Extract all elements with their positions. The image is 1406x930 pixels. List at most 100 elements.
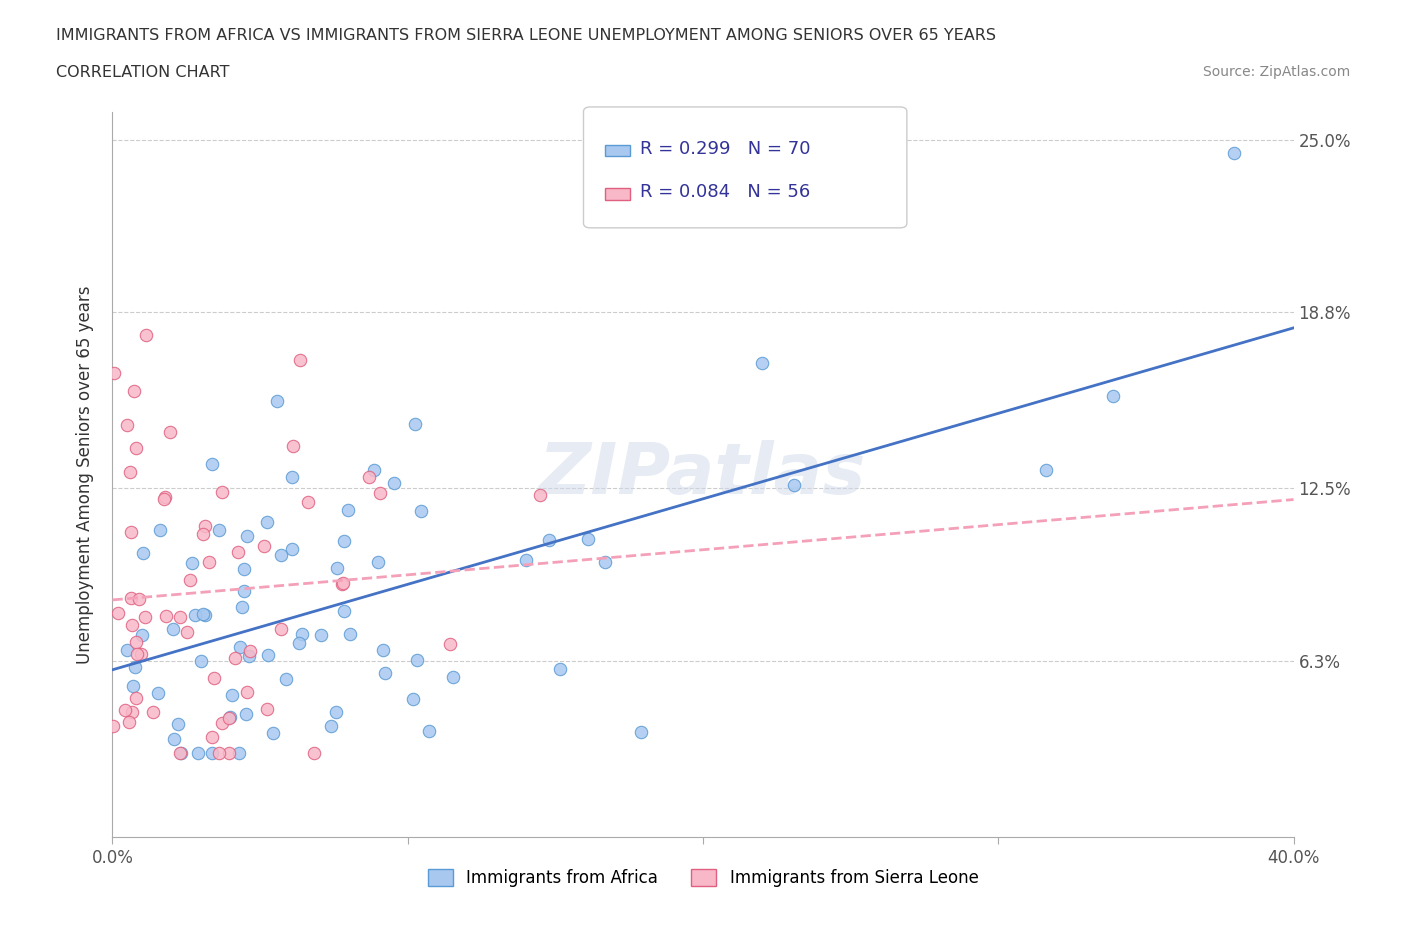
Point: [208, 746, 231, 761]
Point: [232, 562, 254, 577]
Point: [332, 604, 354, 618]
Point: [219, 710, 242, 724]
Point: [190, 654, 212, 669]
Point: [374, 665, 396, 680]
Point: [221, 687, 243, 702]
Point: [169, 609, 191, 624]
Point: [194, 518, 217, 533]
Point: [283, 439, 305, 454]
Point: [231, 599, 253, 614]
Point: [576, 531, 599, 546]
Point: [325, 561, 347, 576]
Point: [226, 544, 249, 559]
Point: [287, 636, 309, 651]
Point: [593, 554, 616, 569]
Point: [181, 555, 204, 570]
Point: [146, 685, 169, 700]
Point: [228, 746, 250, 761]
Point: [325, 704, 347, 719]
Point: [309, 628, 332, 643]
Point: [167, 717, 190, 732]
Point: [330, 577, 353, 591]
Point: [439, 636, 461, 651]
Point: [280, 541, 302, 556]
Point: [280, 470, 302, 485]
Point: [142, 705, 165, 720]
Text: ZIPatlas: ZIPatlas: [540, 440, 866, 509]
Point: [406, 653, 429, 668]
Point: [332, 575, 354, 590]
Point: [132, 545, 155, 560]
Point: [149, 523, 172, 538]
Point: [363, 462, 385, 477]
Point: [409, 503, 432, 518]
Point: [256, 701, 278, 716]
Point: [253, 538, 276, 553]
Point: [115, 643, 138, 658]
Point: [131, 628, 153, 643]
Point: [103, 719, 125, 734]
Point: [120, 591, 142, 606]
Point: [291, 627, 314, 642]
Point: [153, 491, 176, 506]
Point: [202, 671, 225, 685]
Point: [103, 365, 125, 380]
Point: [441, 670, 464, 684]
Point: [191, 606, 214, 621]
Point: [201, 457, 224, 472]
Point: [159, 425, 181, 440]
Point: [548, 662, 571, 677]
Text: R = 0.299   N = 70: R = 0.299 N = 70: [640, 140, 810, 157]
Point: [211, 485, 233, 499]
Point: [630, 724, 652, 739]
Point: [238, 644, 260, 658]
Point: [207, 523, 229, 538]
Point: [218, 711, 240, 725]
Point: [1102, 389, 1125, 404]
Point: [176, 624, 198, 639]
Point: [229, 639, 252, 654]
Point: [402, 692, 425, 707]
Point: [236, 684, 259, 699]
Legend: Immigrants from Africa, Immigrants from Sierra Leone: Immigrants from Africa, Immigrants from …: [420, 862, 986, 894]
Point: [236, 529, 259, 544]
Point: [129, 646, 152, 661]
Point: [333, 534, 356, 549]
Point: [232, 584, 254, 599]
Point: [122, 383, 145, 398]
Point: [121, 705, 143, 720]
Point: [169, 746, 191, 761]
Point: [125, 690, 148, 705]
Point: [339, 627, 361, 642]
Point: [256, 515, 278, 530]
Point: [201, 729, 224, 744]
Text: Source: ZipAtlas.com: Source: ZipAtlas.com: [1202, 65, 1350, 79]
Point: [382, 476, 405, 491]
Point: [194, 607, 217, 622]
Point: [179, 572, 201, 587]
Point: [368, 485, 391, 500]
Point: [187, 746, 209, 761]
Point: [117, 418, 139, 432]
Point: [135, 327, 157, 342]
Point: [257, 648, 280, 663]
Point: [114, 702, 136, 717]
Text: CORRELATION CHART: CORRELATION CHART: [56, 65, 229, 80]
Point: [124, 659, 146, 674]
Point: [224, 651, 246, 666]
Point: [125, 646, 148, 661]
Point: [162, 622, 184, 637]
Point: [107, 605, 129, 620]
Text: IMMIGRANTS FROM AFRICA VS IMMIGRANTS FROM SIERRA LEONE UNEMPLOYMENT AMONG SENIOR: IMMIGRANTS FROM AFRICA VS IMMIGRANTS FRO…: [56, 28, 997, 43]
Point: [122, 679, 145, 694]
Point: [274, 671, 297, 686]
Point: [783, 478, 806, 493]
Point: [751, 355, 773, 370]
Point: [1035, 463, 1057, 478]
Point: [120, 525, 142, 539]
Text: R = 0.084   N = 56: R = 0.084 N = 56: [640, 183, 810, 201]
Point: [155, 608, 177, 623]
Point: [169, 746, 191, 761]
Point: [266, 393, 288, 408]
Point: [134, 610, 156, 625]
